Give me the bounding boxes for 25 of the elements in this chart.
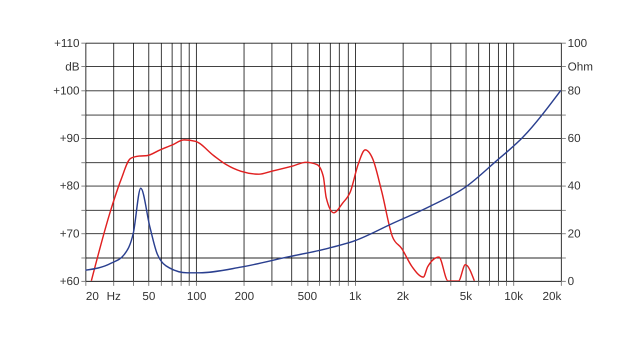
y-tick-label: +70: [60, 227, 80, 240]
x-tick-label: 1k: [348, 290, 362, 304]
y2-tick-label: 0: [568, 274, 575, 288]
y-tick-label: +90: [60, 132, 80, 146]
y2-tick-label: 60: [568, 132, 582, 146]
x-tick-label: 200: [234, 290, 255, 304]
y2-tick-label: 80: [568, 84, 582, 98]
x-tick-label: 20k: [542, 290, 562, 304]
x-tick-label: 10k: [504, 290, 524, 304]
x-tick-label: 2k: [396, 290, 410, 304]
x-tick-label: 5k: [460, 290, 472, 304]
x-tick-label: 100: [186, 290, 207, 304]
y-tick-label: +80: [60, 180, 80, 193]
y-tick-label: +60: [60, 274, 80, 288]
x-tick-label: 50: [142, 290, 156, 304]
y2-tick-label: 40: [568, 180, 582, 193]
x-tick-label: 20: [86, 290, 100, 304]
x-tick-label: Hz: [106, 290, 122, 304]
y-tick-label: dB: [65, 60, 80, 74]
y-tick-label: +110: [54, 36, 80, 50]
y2-tick-label: Ohm: [568, 60, 593, 74]
y2-tick-label: 20: [568, 227, 582, 240]
y2-tick-label: 100: [568, 36, 588, 50]
x-tick-label: 500: [298, 290, 318, 304]
y-tick-label: +100: [53, 84, 80, 98]
